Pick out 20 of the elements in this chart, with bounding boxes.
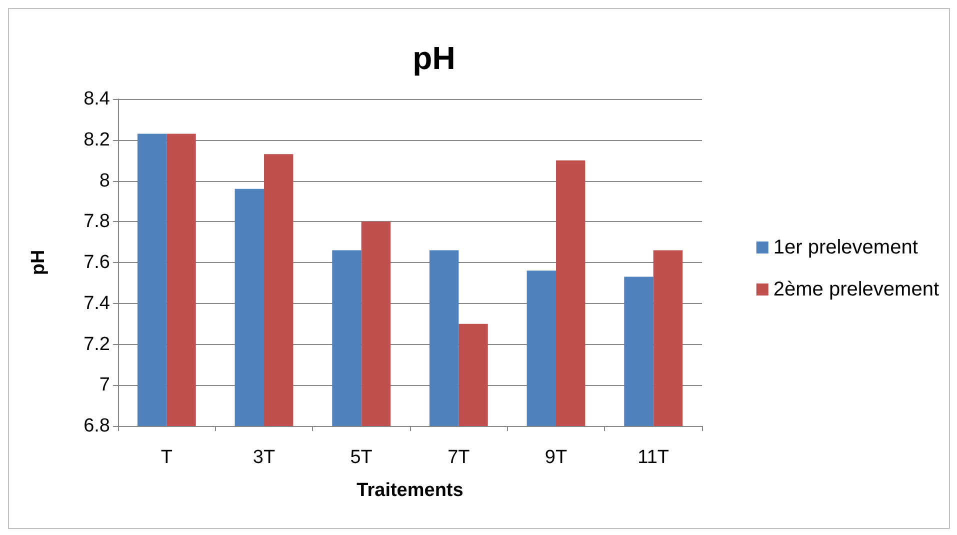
x-tick-label: 9T	[544, 447, 568, 468]
y-tick-label: 6.8	[84, 416, 110, 436]
x-tick-label: 11T	[638, 447, 670, 468]
x-tick-label: 5T	[350, 447, 373, 468]
legend-label: 1er prelevement	[773, 236, 918, 258]
y-tick-label: 7.4	[84, 292, 110, 314]
y-tick-label: 7.6	[84, 252, 110, 273]
legend-label: 2ème prelevement	[773, 278, 940, 300]
chart-title: pH	[412, 40, 456, 76]
x-tick-label: T	[160, 447, 173, 468]
y-tick-label: 8	[99, 170, 110, 192]
y-tick-label: 7	[99, 374, 110, 396]
x-tick-label: 7T	[448, 447, 470, 468]
x-tick-label: 3T	[252, 447, 276, 468]
x-axis-title: Traitements	[356, 480, 464, 501]
y-tick-label: 8.2	[84, 129, 110, 150]
y-tick-label: 8.4	[84, 88, 110, 110]
y-tick-label: 7.2	[84, 334, 110, 355]
y-axis-title: pH	[28, 250, 49, 276]
y-tick-label: 7.8	[84, 211, 110, 232]
